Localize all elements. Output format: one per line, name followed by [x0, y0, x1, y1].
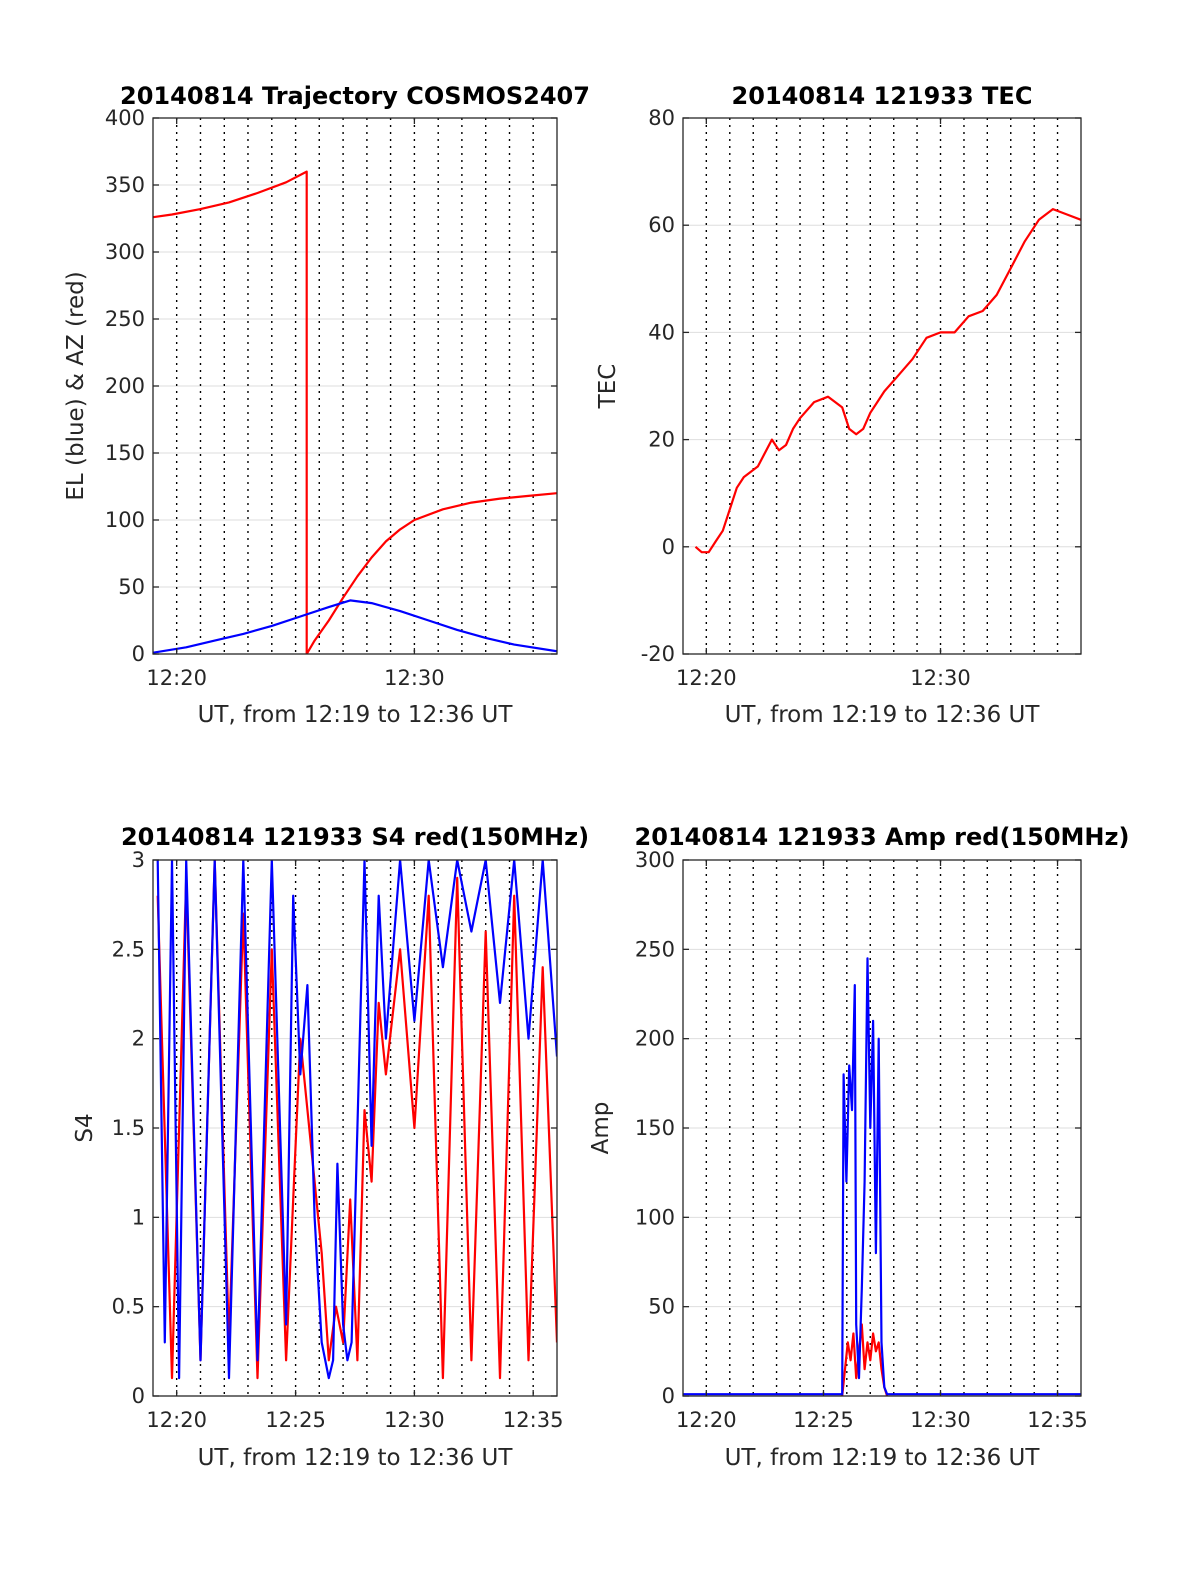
series-line-blue: [156, 860, 557, 1380]
x-tick-label: 12:35: [503, 1408, 564, 1432]
x-tick-label: 12:20: [676, 666, 737, 690]
series-line-blue: [683, 957, 1081, 1396]
y-tick-label: 0: [132, 1384, 145, 1408]
y-tick-label: 40: [648, 320, 675, 344]
x-tick-label: 12:30: [910, 666, 971, 690]
y-tick-label: 100: [635, 1205, 675, 1229]
chart-title: 20140814 Trajectory COSMOS2407: [120, 82, 590, 110]
chart-title: 20140814 121933 Amp red(150MHz): [635, 823, 1130, 851]
x-axis-label: UT, from 12:19 to 12:36 UT: [725, 702, 1041, 728]
y-tick-label: 60: [648, 213, 675, 237]
y-tick-label: 3: [132, 848, 145, 872]
chart-title: 20140814 121933 S4 red(150MHz): [121, 823, 589, 851]
y-tick-label: 1.5: [112, 1116, 145, 1140]
y-tick-label: 50: [648, 1295, 675, 1319]
y-axis-label: S4: [72, 1113, 98, 1142]
x-tick-label: 12:20: [146, 1408, 207, 1432]
x-tick-label: 12:30: [910, 1408, 971, 1432]
x-tick-label: 12:25: [265, 1408, 326, 1432]
panel-tec: 20140814 121933 TEC UT, from 12:19 to 12…: [595, 82, 1082, 728]
chart-title: 20140814 121933 TEC: [732, 82, 1033, 110]
x-axis-label: UT, from 12:19 to 12:36 UT: [198, 1445, 514, 1471]
y-tick-label: 200: [105, 374, 145, 398]
series-line-red: [153, 170, 557, 654]
y-tick-label: 350: [105, 173, 145, 197]
axes-box: [682, 117, 1082, 655]
series-line-blue: [153, 599, 557, 654]
x-tick-label: 12:30: [384, 666, 445, 690]
y-tick-label: 1: [132, 1205, 145, 1229]
y-tick-label: 0: [662, 535, 675, 559]
x-tick-label: 12:30: [384, 1408, 445, 1432]
y-tick-label: 0.5: [112, 1295, 145, 1319]
x-tick-label: 12:20: [676, 1408, 737, 1432]
y-axis-label: Amp: [588, 1102, 614, 1155]
x-tick-label: 12:25: [793, 1408, 854, 1432]
panel-s4: 20140814 121933 S4 red(150MHz) UT, from …: [72, 823, 589, 1471]
y-tick-label: 400: [105, 106, 145, 130]
y-tick-label: 0: [132, 642, 145, 666]
y-tick-label: 250: [105, 307, 145, 331]
y-tick-label: 20: [648, 428, 675, 452]
y-axis-label: TEC: [595, 364, 621, 410]
y-tick-label: 150: [635, 1116, 675, 1140]
y-tick-label: 200: [635, 1027, 675, 1051]
y-axis-label: EL (blue) & AZ (red): [63, 271, 89, 500]
y-tick-label: 300: [105, 240, 145, 264]
y-tick-label: 2: [132, 1027, 145, 1051]
y-tick-label: 50: [118, 575, 145, 599]
y-tick-label: 150: [105, 441, 145, 465]
x-tick-label: 12:35: [1027, 1408, 1088, 1432]
y-tick-label: -20: [641, 642, 675, 666]
panel-amp: 20140814 121933 Amp red(150MHz) UT, from…: [588, 823, 1129, 1471]
x-tick-label: 12:20: [146, 666, 207, 690]
y-tick-label: 2.5: [112, 937, 145, 961]
x-axis-label: UT, from 12:19 to 12:36 UT: [198, 702, 514, 728]
y-tick-label: 80: [648, 106, 675, 130]
series-line-red: [694, 208, 1081, 554]
y-tick-label: 250: [635, 937, 675, 961]
y-tick-label: 0: [662, 1384, 675, 1408]
x-axis-label: UT, from 12:19 to 12:36 UT: [725, 1445, 1041, 1471]
series-line-red: [841, 1323, 889, 1396]
panel-trajectory: 20140814 Trajectory COSMOS2407 UT, from …: [63, 82, 590, 728]
y-tick-label: 300: [635, 848, 675, 872]
y-tick-label: 100: [105, 508, 145, 532]
